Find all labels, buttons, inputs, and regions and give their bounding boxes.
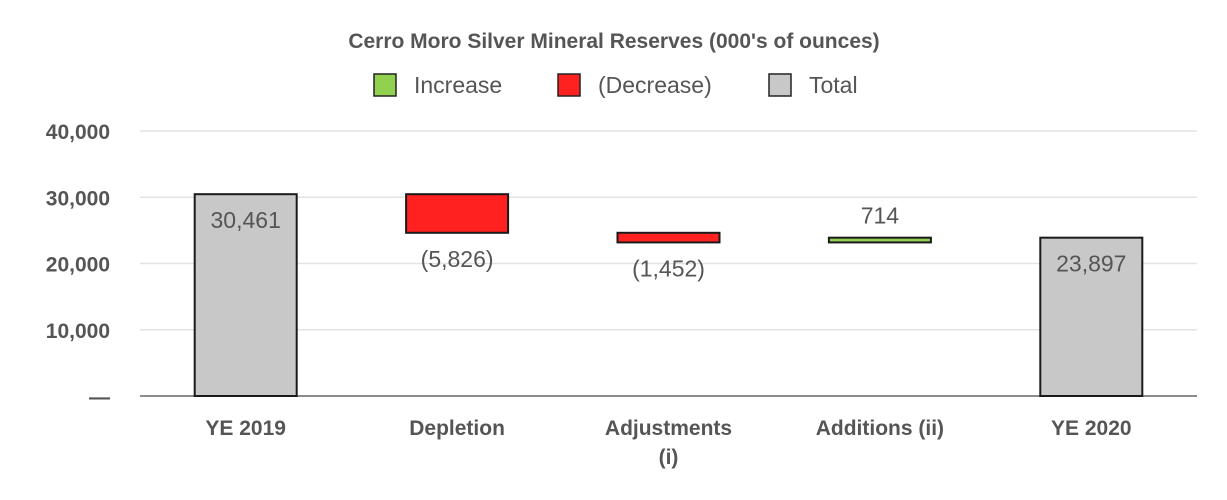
y-tick-label: 40,000: [46, 121, 110, 144]
legend-label: (Decrease): [598, 72, 712, 98]
x-tick-label: Depletion: [409, 417, 505, 440]
legend-label: Increase: [414, 72, 502, 98]
legend-swatch: [373, 73, 397, 97]
data-label: 714: [861, 203, 900, 229]
y-axis: — 10,000 20,000 30,000 40,000: [46, 121, 110, 409]
data-label: (1,452): [632, 255, 705, 281]
y-tick-label: —: [89, 386, 110, 409]
legend: Increase (Decrease) Total: [373, 72, 858, 98]
legend-swatch: [557, 73, 581, 97]
data-labels: 30,461 (5,826) (1,452) 714 23,897: [211, 203, 1127, 282]
x-tick-label: Additions (ii): [816, 417, 944, 440]
gridlines: [140, 130, 1197, 397]
waterfall-bar: [405, 193, 510, 234]
waterfall-bar: [193, 193, 298, 397]
y-tick-label: 30,000: [46, 187, 110, 210]
data-label: 23,897: [1056, 251, 1126, 277]
y-tick-label: 10,000: [46, 320, 110, 343]
x-tick-label: YE 2019: [205, 417, 286, 440]
waterfall-bar: [1039, 236, 1144, 397]
legend-swatch: [768, 73, 792, 97]
legend-label: Total: [809, 72, 858, 98]
x-tick-label: YE 2020: [1051, 417, 1132, 440]
data-label: 30,461: [211, 207, 281, 233]
chart-title: Cerro Moro Silver Mineral Reserves (000'…: [348, 30, 879, 53]
waterfall-bar: [827, 236, 932, 244]
y-tick-label: 20,000: [46, 254, 110, 277]
x-axis: YE 2019 Depletion Adjustments (i) Additions …: [205, 417, 1131, 469]
data-label: (5,826): [421, 246, 494, 272]
waterfall-bar: [616, 231, 721, 244]
x-tick-label: Adjustments (i): [605, 417, 732, 469]
bars: [193, 193, 1144, 397]
